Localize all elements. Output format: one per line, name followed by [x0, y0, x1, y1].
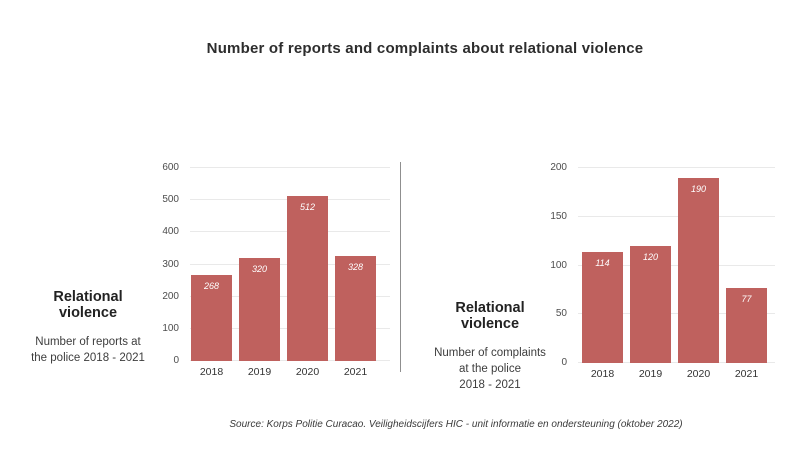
y-axis: 0 50 100 150 200	[533, 163, 573, 368]
bar-2021: 77	[726, 287, 767, 363]
chart-side-title: Relational violence	[8, 289, 168, 321]
bar-value-label: 120	[642, 252, 659, 262]
chart-side-subtitle: Number of complaints at the police 2018 - …	[410, 345, 570, 393]
side-title-line: Relational	[455, 300, 525, 316]
side-subtitle-line: Number of complaints	[434, 347, 546, 359]
reports-bar-chart: 0 100 200 300 400 500 600 268 320 512 328 2018 201…	[145, 163, 390, 378]
bars-group: 114 120 190 77	[582, 168, 767, 363]
y-tick-label: 400	[162, 226, 179, 238]
side-subtitle-line: Number of reports at	[35, 336, 141, 348]
bar-2021: 328	[335, 255, 376, 361]
chart-side-title: Relational violence	[410, 300, 570, 332]
side-subtitle-line: at the police	[458, 363, 521, 375]
source-note: Source: Korps Politie Curacao. Veilighei…	[229, 419, 683, 430]
bar-value-label: 77	[741, 293, 752, 304]
bar-value-label: 114	[595, 257, 610, 268]
bar-value-label: 328	[347, 261, 364, 272]
divider-line	[400, 162, 401, 372]
side-subtitle-line: 2018 - 2021	[459, 379, 521, 391]
y-tick-label: 0	[173, 355, 179, 366]
x-axis: 2018 2019 2020 2021	[582, 368, 767, 380]
side-title-line: violence	[58, 304, 118, 321]
bar-2018: 268	[191, 274, 232, 361]
side-title-line: Relational	[53, 289, 123, 305]
x-tick-label: 2021	[343, 366, 368, 378]
x-tick-label: 2019	[638, 368, 663, 380]
plot-area: 268 320 512 328	[190, 167, 390, 361]
gridline	[578, 313, 775, 315]
gridline	[190, 167, 390, 168]
plot-area: 114 120 190 77	[578, 167, 775, 363]
y-tick-label: 0	[561, 357, 567, 368]
side-subtitle-line: the police 2018 - 2021	[31, 352, 145, 364]
x-tick-label: 2020	[686, 368, 711, 380]
bar-2020: 512	[287, 196, 328, 361]
gridline	[578, 362, 775, 363]
gridline	[578, 215, 775, 217]
reports-chart-label: Relational violence Number of reports at t…	[8, 289, 168, 366]
complaints-chart-label: Relational violence Number of complaints a…	[410, 300, 570, 393]
gridline	[578, 264, 775, 266]
chart-side-subtitle: Number of reports at the police 2018 - 20…	[8, 334, 168, 366]
bar-value-label: 320	[251, 264, 268, 275]
y-tick-label: 200	[162, 290, 179, 302]
x-tick-label: 2021	[734, 368, 759, 380]
bar-value-label: 268	[203, 280, 220, 291]
gridline	[578, 167, 775, 168]
side-title-line: violence	[460, 315, 520, 332]
bar-2020: 190	[678, 177, 719, 363]
x-tick-label: 2018	[199, 366, 224, 378]
y-tick-label: 300	[162, 258, 179, 270]
y-tick-label: 600	[162, 162, 179, 173]
bar-2019: 120	[630, 246, 671, 363]
y-tick-label: 200	[550, 162, 567, 173]
bar-2019: 320	[239, 258, 280, 361]
y-axis: 0 100 200 300 400 500 600	[145, 163, 185, 366]
y-tick-label: 500	[162, 194, 179, 206]
bar-value-label: 190	[690, 183, 707, 194]
complaints-bar-chart: 0 50 100 150 200 114 120 190 77 2018 2019 2020 202…	[533, 163, 775, 380]
x-tick-label: 2018	[590, 368, 615, 380]
x-tick-label: 2020	[295, 366, 320, 378]
y-tick-label: 150	[550, 210, 567, 222]
bars-group: 268 320 512 328	[191, 168, 376, 361]
bar-2018: 114	[582, 251, 623, 363]
y-tick-label: 50	[555, 308, 567, 320]
bar-value-label: 512	[299, 202, 316, 213]
y-tick-label: 100	[162, 322, 179, 334]
page-title: Number of reports and complaints about r…	[206, 40, 644, 57]
y-tick-label: 100	[550, 259, 567, 271]
x-tick-label: 2019	[247, 366, 272, 378]
x-axis: 2018 2019 2020 2021	[191, 366, 376, 378]
